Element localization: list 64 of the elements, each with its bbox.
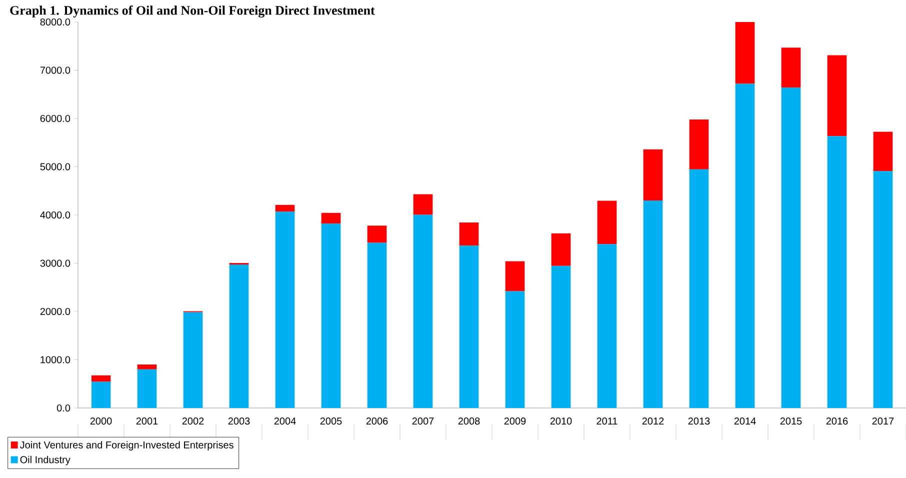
- x-tick-label: 2001: [136, 418, 158, 425]
- x-tick-label: 2004: [274, 418, 296, 425]
- y-tick-label: 4000.0: [40, 211, 70, 219]
- bar: [781, 88, 801, 408]
- y-tick-label: 0.0: [56, 404, 70, 412]
- x-tick-label: 2010: [550, 418, 572, 425]
- x-tick-label: 2013: [688, 418, 710, 425]
- bar: [91, 375, 111, 382]
- y-tick-label: 8000.0: [40, 18, 70, 26]
- bar: [597, 244, 617, 408]
- x-tick-label: 2014: [734, 418, 756, 425]
- x-tick-label: 2009: [504, 418, 526, 425]
- x-tick-label: 2003: [228, 418, 250, 425]
- bar: [689, 119, 709, 170]
- bar: [459, 246, 479, 408]
- x-tick-label: 2016: [826, 418, 848, 425]
- bar: [137, 364, 157, 370]
- bar: [321, 224, 341, 408]
- bar: [873, 132, 893, 172]
- bar: [321, 212, 341, 224]
- bar: [643, 200, 663, 408]
- bar: [735, 84, 755, 408]
- bar: [413, 214, 433, 408]
- bar: [275, 212, 295, 408]
- chart-title: Graph 1. Dynamics of Oil and Non-Oil Foreign Direct Investment: [10, 6, 375, 18]
- x-tick-label: 2015: [780, 418, 802, 425]
- bar: [459, 222, 479, 246]
- y-tick-label: 5000.0: [40, 163, 70, 170]
- bar: [137, 369, 157, 408]
- bar: [275, 204, 295, 212]
- bar: [91, 382, 111, 408]
- bar: [597, 200, 617, 244]
- x-tick-label: 2006: [366, 418, 388, 425]
- bar: [689, 169, 709, 408]
- legend-label: Oil Industry: [20, 456, 70, 466]
- y-tick-label: 1000.0: [40, 356, 70, 364]
- legend-label: Joint Ventures and Foreign-Invested Enterprises: [20, 441, 234, 450]
- y-tick-label: 7000.0: [40, 66, 70, 74]
- bar: [827, 55, 847, 136]
- bar: [229, 264, 249, 408]
- bar: [505, 261, 525, 292]
- x-tick-label: 2007: [412, 418, 434, 425]
- bar: [735, 22, 755, 84]
- y-tick-label: 6000.0: [40, 114, 70, 122]
- x-tick-label: 2000: [90, 418, 112, 425]
- x-tick-label: 2017: [872, 418, 894, 425]
- x-tick-label: 2002: [182, 418, 204, 425]
- bar: [413, 194, 433, 215]
- y-tick-label: 3000.0: [40, 260, 70, 267]
- x-tick-label: 2008: [458, 418, 480, 425]
- bar: [643, 149, 663, 201]
- bar: [367, 226, 387, 243]
- y-tick-label: 2000.0: [40, 308, 70, 316]
- bar: [367, 242, 387, 408]
- bar: [551, 233, 571, 266]
- bar: [183, 312, 203, 408]
- x-tick-label: 2005: [320, 418, 342, 425]
- bar: [505, 291, 525, 408]
- bar: [781, 48, 801, 88]
- bar: [873, 171, 893, 408]
- x-tick-label: 2012: [642, 418, 664, 425]
- bar: [551, 266, 571, 408]
- bar: [827, 136, 847, 408]
- x-tick-label: 2011: [596, 418, 618, 425]
